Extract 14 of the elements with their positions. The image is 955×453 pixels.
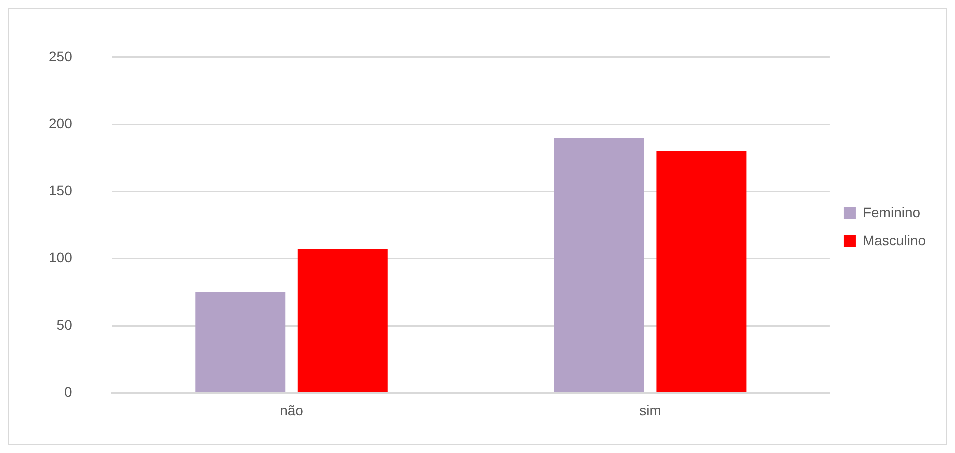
y-tick-label: 150: [49, 182, 73, 199]
x-tick-label: não: [280, 402, 304, 418]
legend-label: Feminino: [862, 204, 921, 220]
bar: [196, 292, 286, 392]
y-tick-label: 0: [64, 384, 73, 400]
y-tick-label: 50: [56, 316, 73, 333]
bar: [554, 138, 644, 392]
y-tick-label: 200: [49, 115, 73, 132]
bar: [656, 151, 747, 392]
y-tick-label: 250: [49, 48, 73, 64]
bar: [298, 249, 388, 392]
x-tick-label: sim: [640, 402, 662, 418]
legend-label: Masculino: [862, 232, 926, 248]
y-tick-label: 100: [49, 250, 73, 266]
